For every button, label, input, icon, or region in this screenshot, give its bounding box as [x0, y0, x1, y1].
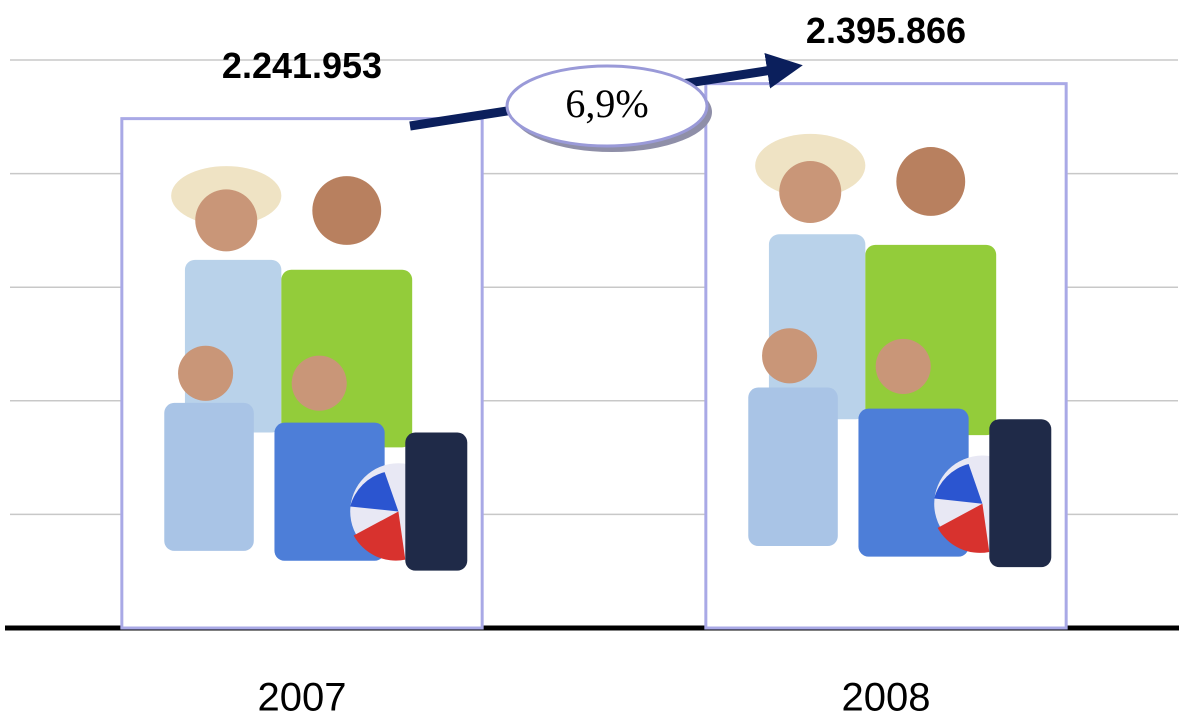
figure-part [934, 464, 983, 504]
annotation-bubble [505, 64, 709, 148]
figure-part [896, 147, 966, 216]
figure-part [164, 402, 254, 551]
figure-part [779, 161, 842, 224]
figure-part [875, 338, 931, 394]
figure-part [762, 328, 818, 384]
figure-part [937, 503, 990, 553]
figure-part [350, 472, 399, 512]
bars [120, 82, 1068, 630]
value-label: 2.241.953 [222, 45, 382, 86]
x-tick-label: 2008 [842, 676, 931, 719]
figure-part [281, 269, 413, 448]
figure-part [195, 189, 258, 252]
annotation: 6,9% [565, 81, 648, 126]
figure-part [312, 176, 382, 245]
figure-part [353, 511, 406, 561]
bar-picture [164, 166, 468, 571]
x-tick-label: 2007 [258, 676, 347, 719]
figure-part [405, 432, 468, 571]
bar-picture [748, 133, 1052, 568]
figure-part [748, 387, 838, 547]
figure-part [865, 244, 997, 436]
figure-part [178, 345, 234, 401]
value-label: 2.395.866 [806, 10, 966, 51]
figure-part [989, 419, 1052, 568]
figure-part [291, 355, 347, 411]
